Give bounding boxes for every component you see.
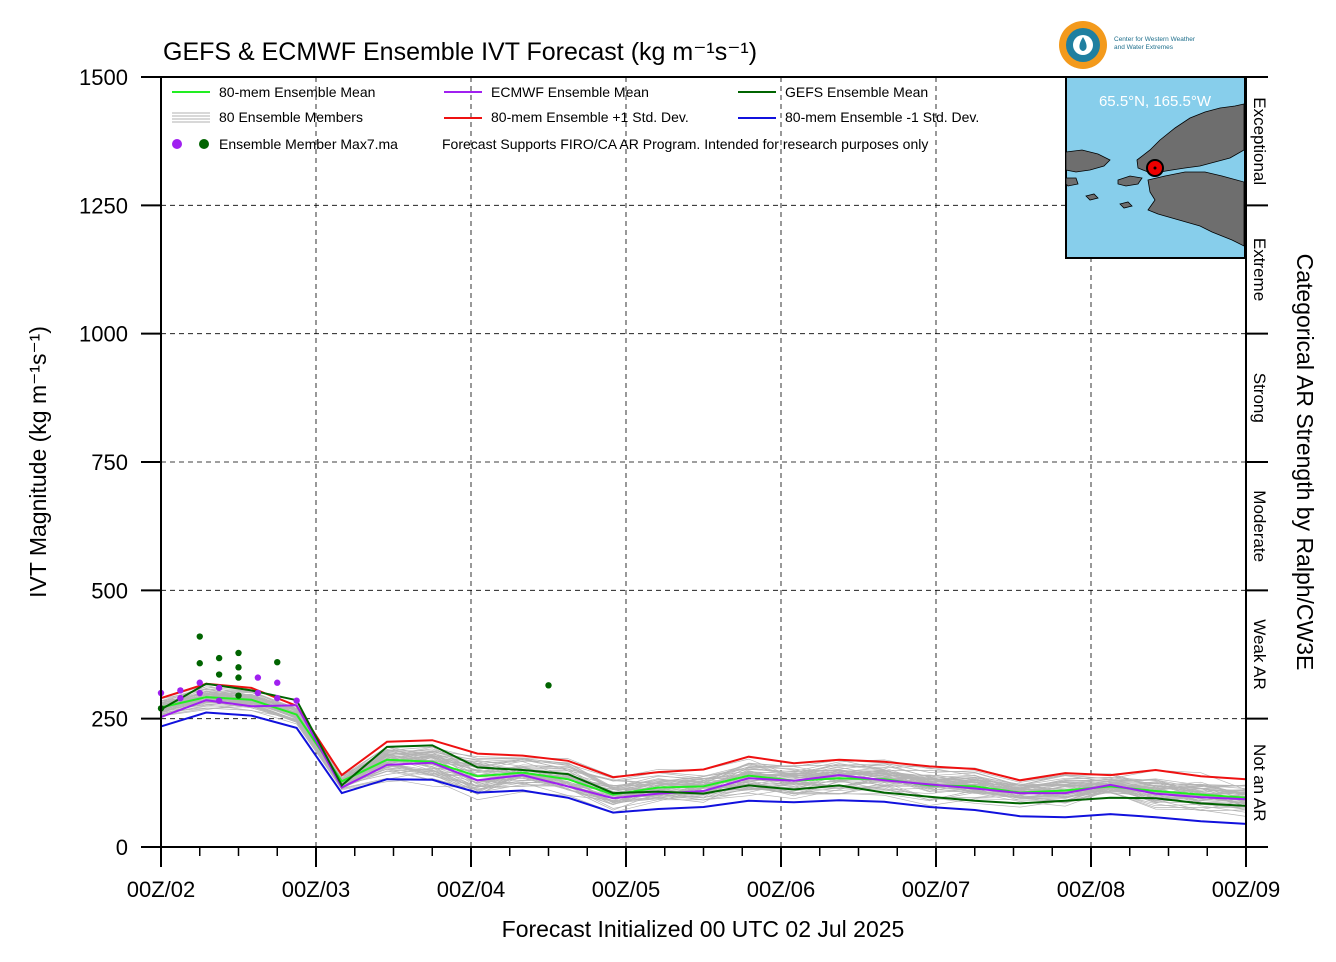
member-maximum-point (274, 694, 281, 702)
category-label: Extreme (1250, 238, 1269, 301)
axes: 0 250 500 750 1000 1250 1500 00Z/02 00Z/03 00Z/04… (79, 65, 1280, 902)
member-maxima-points (157, 633, 552, 712)
member-maximum-point (545, 682, 552, 689)
member-maximum-point (215, 684, 223, 692)
chart-title: GEFS & ECMWF Ensemble IVT Forecast (kg m… (163, 38, 757, 66)
location-center-icon (1153, 166, 1157, 170)
x-tick-label: 00Z/07 (902, 877, 971, 902)
legend-label-minus-std: 80-mem Ensemble -1 Std. Dev. (785, 109, 979, 125)
ensemble-member-line (160, 697, 1247, 811)
legend-label-members: 80 Ensemble Members (219, 109, 363, 125)
x-tick-label: 00Z/03 (282, 877, 351, 902)
x-axis-label: Forecast Initialized 00 UTC 02 Jul 2025 (502, 916, 905, 942)
series-line (160, 699, 1247, 801)
category-label: Not an AR (1250, 744, 1269, 822)
x-tick-label: 00Z/05 (592, 877, 661, 902)
category-label: Weak AR (1250, 619, 1269, 690)
category-label: Exceptional (1250, 97, 1269, 185)
legend-label-gefs-mean: GEFS Ensemble Mean (785, 84, 928, 100)
series-line (160, 682, 1247, 807)
y-tick-label: 1500 (79, 65, 128, 90)
y-axis-label: IVT Magnitude (kg m⁻¹s⁻¹) (25, 326, 51, 598)
member-maximum-point (215, 654, 223, 662)
member-maximum-point (274, 659, 281, 666)
series-line (160, 711, 1247, 825)
y-tick-label: 250 (91, 707, 128, 732)
member-maximum-point (235, 649, 242, 657)
y-tick-label: 500 (91, 578, 128, 603)
legend-note: Forecast Supports FIRO/CA AR Program. In… (442, 136, 928, 152)
grid-lines (161, 77, 1246, 847)
right-axis-label: Categorical AR Strength by Ralph/CW3E (1292, 254, 1318, 671)
legend-label-plus-std: 80-mem Ensemble +1 Std. Dev. (491, 109, 689, 125)
inset-map: 65.5°N, 165.5°W (1065, 76, 1246, 259)
member-maximum-point (215, 697, 223, 704)
member-maximum-point (254, 674, 262, 681)
inset-map-land (1065, 103, 1245, 247)
member-maximum-point (177, 687, 184, 694)
y-tick-label: 750 (91, 450, 128, 475)
legend-dot-ecmwf (172, 139, 182, 149)
member-maximum-point (235, 674, 242, 681)
series-line (160, 696, 1247, 799)
inset-map-location-label: 65.5°N, 165.5°W (1099, 93, 1212, 110)
category-labels: Not an AR Weak AR Moderate Strong Extreme Exc… (1250, 97, 1269, 821)
x-tick-label: 00Z/06 (747, 877, 816, 902)
legend-label-maxima: Ensemble Member Max7.ma (219, 136, 398, 152)
y-tick-label: 1250 (79, 193, 128, 218)
member-maximum-point (254, 689, 262, 697)
y-tick-label: 1000 (79, 322, 128, 347)
x-tick-label: 00Z/08 (1057, 877, 1126, 902)
x-tick-label: 00Z/09 (1212, 877, 1281, 902)
y-tick-label: 0 (116, 835, 128, 860)
legend-label-ecmwf-mean: ECMWF Ensemble Mean (491, 84, 649, 100)
logo-text-line1: Center for Western Weather (1114, 36, 1196, 43)
member-maximum-point (235, 664, 242, 671)
member-maximum-point (293, 697, 300, 704)
cw3e-logo: Center for Western Weather and Water Ext… (1059, 21, 1196, 69)
legend-swatch-members (172, 112, 210, 123)
logo-drop-icon (1079, 37, 1087, 51)
member-maximum-point (235, 692, 242, 699)
logo-text-line2: and Water Extremes (1114, 44, 1174, 51)
member-maximum-point (274, 679, 281, 686)
category-label: Moderate (1250, 490, 1269, 562)
series-line (160, 682, 1247, 782)
category-label: Strong (1250, 373, 1269, 423)
member-maximum-point (196, 660, 203, 667)
x-tick-label: 00Z/02 (127, 877, 196, 902)
series-lines (160, 682, 1247, 825)
member-maximum-point (196, 633, 203, 640)
legend: 80-mem Ensemble Mean ECMWF Ensemble Mean… (172, 84, 979, 152)
member-maximum-point (215, 671, 223, 678)
member-maximum-point (196, 679, 203, 686)
x-tick-label: 00Z/04 (437, 877, 506, 902)
member-maximum-point (196, 689, 203, 697)
member-maximum-point (177, 694, 184, 702)
legend-label-80mem-mean: 80-mem Ensemble Mean (219, 84, 375, 100)
legend-dot-gefs (199, 139, 209, 149)
